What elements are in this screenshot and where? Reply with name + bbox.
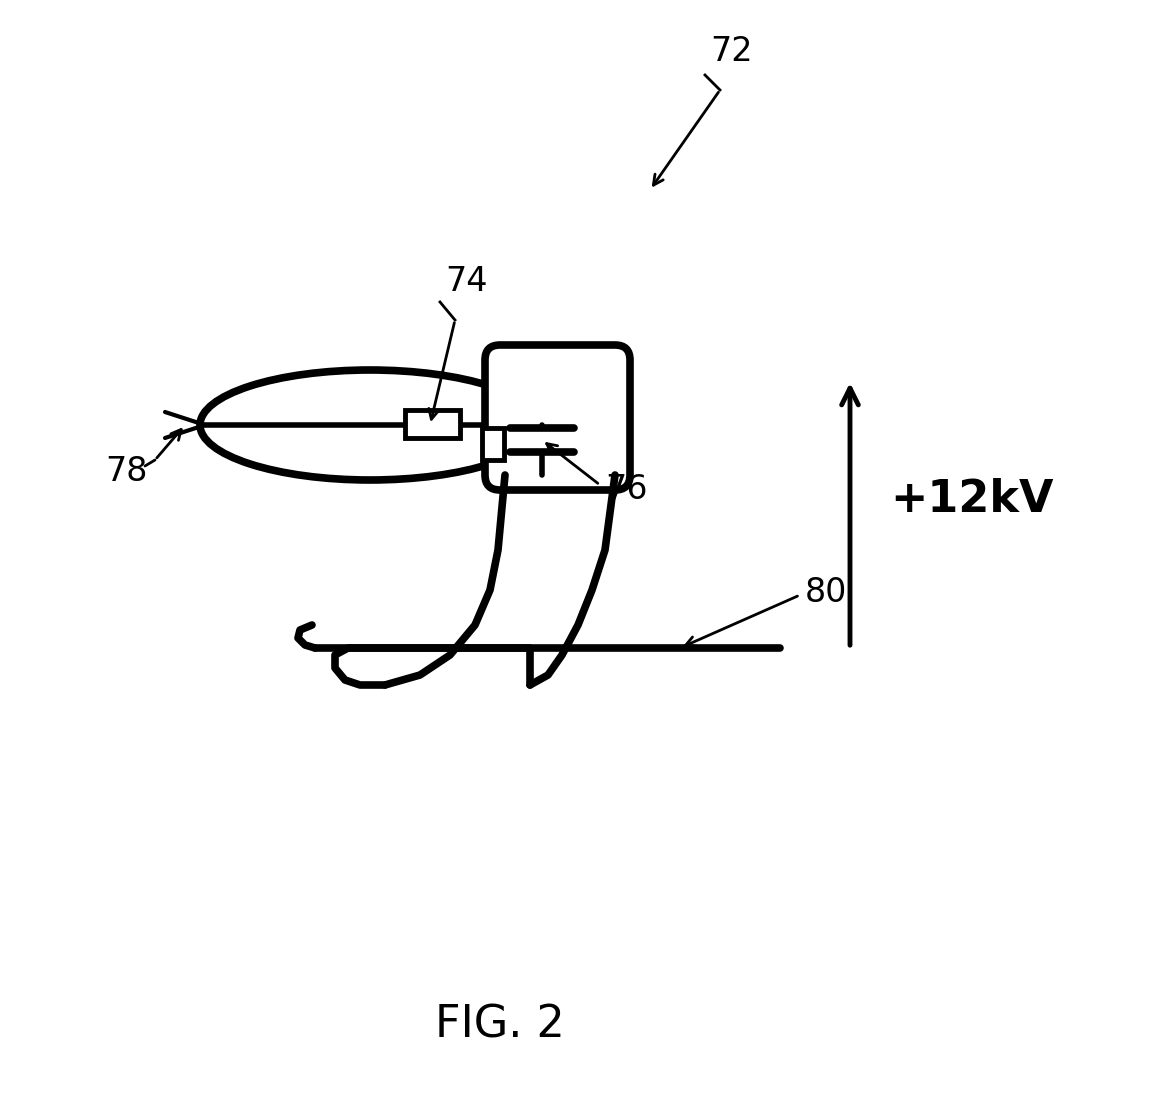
Text: +12kV: +12kV xyxy=(890,478,1054,522)
Text: FIG. 2: FIG. 2 xyxy=(434,1003,565,1047)
Bar xyxy=(405,410,460,438)
Text: 80: 80 xyxy=(805,575,847,608)
FancyBboxPatch shape xyxy=(485,345,630,490)
Bar xyxy=(482,428,505,460)
Text: 72: 72 xyxy=(710,36,752,68)
Text: 78: 78 xyxy=(105,455,147,488)
Text: 76: 76 xyxy=(605,474,647,506)
Text: 74: 74 xyxy=(445,265,487,297)
